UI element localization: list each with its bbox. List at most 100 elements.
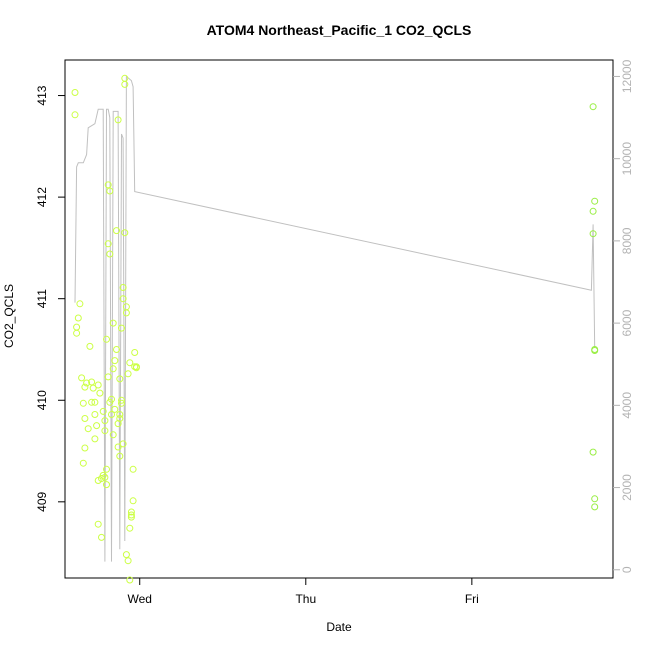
data-point <box>109 431 117 439</box>
data-point <box>81 444 89 452</box>
data-point <box>113 227 120 235</box>
data-point <box>74 314 82 322</box>
data-point <box>111 405 119 413</box>
y-axis-right: 0 2000 4000 6000 8000 10000 12000 <box>613 59 634 573</box>
data-point <box>119 295 127 303</box>
data-point <box>118 324 125 332</box>
y2-tick-label: 0 <box>620 566 634 573</box>
data-point <box>98 475 105 482</box>
x-axis-label: Date <box>326 620 352 634</box>
data-point <box>106 398 114 406</box>
data-point <box>126 524 134 532</box>
data-point <box>71 111 79 119</box>
data-point <box>78 374 86 382</box>
data-point <box>116 375 124 383</box>
y-tick-label: 409 <box>35 491 49 511</box>
y-tick-label: 411 <box>35 289 49 308</box>
data-point <box>101 417 109 425</box>
data-point <box>71 89 79 96</box>
data-point <box>113 346 120 353</box>
data-point <box>132 364 140 372</box>
y2-tick-label: 8000 <box>620 227 634 254</box>
data-point <box>591 495 599 503</box>
data-point <box>108 411 115 418</box>
data-point <box>84 425 92 433</box>
x-tick-label: Fri <box>465 592 479 606</box>
data-point <box>116 415 124 422</box>
data-point <box>81 415 89 422</box>
data-point <box>109 365 117 373</box>
data-point <box>93 422 101 430</box>
data-point <box>111 357 119 365</box>
data-point <box>98 533 105 541</box>
data-point <box>99 407 107 415</box>
y2-tick-label: 6000 <box>620 309 634 336</box>
x-axis: Wed Thu Fri <box>127 578 479 606</box>
data-point <box>103 465 110 473</box>
data-point <box>589 230 597 238</box>
data-point <box>114 443 122 451</box>
data-point <box>129 465 137 473</box>
data-point <box>89 384 97 392</box>
data-point <box>104 240 112 248</box>
chart-title: ATOM4 Northeast_Pacific_1 CO2_QCLS <box>207 22 472 38</box>
data-point <box>91 411 99 418</box>
data-point <box>589 207 597 215</box>
data-point <box>589 448 597 456</box>
data-point <box>116 452 124 460</box>
data-point <box>122 309 130 317</box>
x-tick-label: Thu <box>295 592 316 606</box>
data-point <box>591 347 599 354</box>
data-point <box>127 511 135 519</box>
data-point <box>126 359 134 367</box>
data-point <box>121 80 129 88</box>
data-point <box>591 503 599 511</box>
y2-tick-label: 12000 <box>620 59 634 93</box>
data-point <box>121 74 129 82</box>
series-points-layer <box>71 74 599 584</box>
series-line-layer <box>74 75 596 562</box>
data-point <box>127 513 135 521</box>
data-point <box>83 379 91 387</box>
data-point <box>118 396 125 404</box>
y2-tick-label: 10000 <box>620 142 634 176</box>
data-point <box>88 398 96 406</box>
data-point <box>91 398 99 406</box>
data-point <box>109 319 117 327</box>
data-point <box>104 373 112 381</box>
data-point <box>118 399 125 407</box>
y-axis-left: 409 410 411 412 413 <box>35 85 65 512</box>
data-point <box>131 349 139 356</box>
data-point <box>122 551 130 559</box>
data-point <box>127 508 135 516</box>
data-point <box>124 370 132 378</box>
data-point <box>79 459 87 467</box>
data-point <box>73 329 81 337</box>
data-point <box>101 427 109 435</box>
data-point <box>103 335 110 343</box>
data-point <box>73 323 81 331</box>
data-point <box>129 497 137 505</box>
data-point <box>81 383 89 391</box>
data-point <box>124 557 132 565</box>
data-point <box>114 116 122 124</box>
data-point <box>79 399 87 407</box>
y-tick-label: 412 <box>35 187 49 207</box>
data-point <box>126 576 134 584</box>
data-point <box>591 197 599 205</box>
data-point <box>96 389 104 397</box>
data-point <box>121 229 129 237</box>
data-point <box>119 440 127 448</box>
y2-tick-label: 2000 <box>620 474 634 501</box>
x-tick-label: Wed <box>127 592 151 606</box>
plot-frame <box>64 59 614 579</box>
data-point <box>76 300 84 308</box>
data-point <box>91 435 99 443</box>
data-point <box>94 520 102 528</box>
data-point <box>119 284 127 291</box>
y-axis-label: CO2_QCLS <box>2 284 16 348</box>
data-point <box>589 103 597 111</box>
data-point <box>106 250 114 258</box>
data-point <box>101 473 109 481</box>
